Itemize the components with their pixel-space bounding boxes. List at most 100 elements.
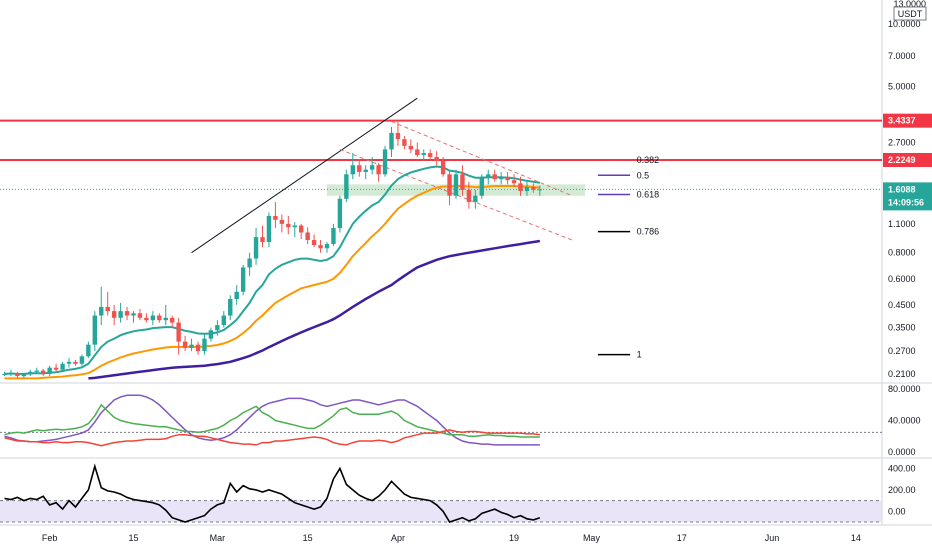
candle-body xyxy=(505,176,510,181)
candle-body xyxy=(266,215,272,243)
price-panel[interactable]: 0.382 0.5 0.618 0.786 1 xyxy=(0,97,882,380)
candle-body xyxy=(234,291,239,300)
candle-body xyxy=(170,317,175,323)
candle-body xyxy=(92,315,97,345)
candle-body xyxy=(324,244,330,249)
price-tick-label: 0.2700 xyxy=(888,346,916,356)
price-axis-top-label: 13.0000 xyxy=(893,0,926,9)
ema-fast-line xyxy=(4,165,541,375)
candle-body xyxy=(221,315,226,326)
sma-long-line xyxy=(88,239,541,380)
candle-body xyxy=(189,344,194,348)
candle-body xyxy=(473,195,478,202)
candle-body xyxy=(486,174,491,177)
date-tick-label: Jun xyxy=(765,533,780,543)
candle-body xyxy=(66,361,72,364)
candle-body xyxy=(86,344,91,357)
date-tick-label: Apr xyxy=(391,533,405,543)
price-tag xyxy=(883,152,932,167)
candle-body xyxy=(15,373,20,377)
candle-body xyxy=(163,317,168,321)
candle-body xyxy=(518,183,523,192)
candle-body xyxy=(337,198,343,229)
price-tick-label: 10.0000 xyxy=(888,19,921,29)
dmi-tick-label: 0.0000 xyxy=(888,447,916,457)
date-tick-label: 15 xyxy=(303,533,313,543)
candle-body xyxy=(440,161,446,175)
candle-body xyxy=(421,153,426,156)
oscillator-tick-label: 0.00 xyxy=(888,506,906,516)
price-tag xyxy=(883,113,932,128)
price-tick-label: 5.0000 xyxy=(888,82,916,92)
candle-body xyxy=(21,373,27,377)
candle-body xyxy=(453,174,459,196)
candle-body xyxy=(382,149,388,175)
candle-body xyxy=(118,311,123,318)
price-tick-label: 7.0000 xyxy=(888,51,916,61)
candle-body xyxy=(79,356,85,364)
countdown-label: 14:09:56 xyxy=(888,197,924,207)
candle-body xyxy=(99,306,104,316)
candle-body xyxy=(376,165,381,175)
candle-body xyxy=(415,149,420,156)
candle-body xyxy=(531,187,536,190)
price-tick-label: 0.4500 xyxy=(888,300,916,310)
candle-body xyxy=(273,215,278,220)
candle-body xyxy=(492,174,497,180)
candle-body xyxy=(331,228,336,245)
candle-body xyxy=(369,165,375,170)
oscillator-tick-label: 200.00 xyxy=(888,485,916,495)
candle-body xyxy=(395,132,401,140)
oscillator-panel[interactable] xyxy=(0,463,882,523)
candle-body xyxy=(182,341,188,348)
dmi-series-line xyxy=(4,403,540,438)
candle-body xyxy=(447,174,452,196)
rising-trendline xyxy=(191,97,418,254)
candle-body xyxy=(2,373,7,375)
oscillator-band xyxy=(0,500,882,522)
price-tag-label: 3.4337 xyxy=(888,116,916,126)
oscillator-line xyxy=(4,463,541,523)
candle-body xyxy=(8,373,14,375)
dmi-series-line xyxy=(4,394,540,446)
candle-body xyxy=(202,338,207,352)
candle-body xyxy=(47,367,52,374)
dmi-tick-label: 40.0000 xyxy=(888,416,921,426)
date-tick-label: 19 xyxy=(509,533,519,543)
candle-body xyxy=(176,322,181,342)
candle-body xyxy=(498,176,504,180)
candle-body xyxy=(195,344,201,352)
currency-label: USDT xyxy=(898,9,923,19)
axis-layer: 13.0000USDT10.00007.00005.00002.70001.10… xyxy=(42,0,932,543)
candle-body xyxy=(389,132,394,150)
candle-body xyxy=(60,363,65,370)
date-tick-label: Feb xyxy=(42,533,58,543)
candle-body xyxy=(228,299,233,316)
candle-body xyxy=(350,165,355,175)
price-tick-label: 0.3500 xyxy=(888,323,916,333)
candle-body xyxy=(137,313,143,318)
candle-body xyxy=(434,156,439,162)
candle-body xyxy=(28,371,33,374)
candle-body xyxy=(428,153,433,157)
fib-level-label: 0.786 xyxy=(637,227,660,237)
date-tick-label: 15 xyxy=(128,533,138,543)
candle-body xyxy=(34,370,39,372)
oscillator-tick-label: 400.00 xyxy=(888,463,916,473)
candle-body xyxy=(41,370,46,374)
price-tick-label: 1.1000 xyxy=(888,219,916,229)
candle-body xyxy=(73,361,78,364)
candle-body xyxy=(279,219,285,224)
candle-body xyxy=(157,315,162,321)
current-price-label: 1.6088 xyxy=(888,184,916,194)
dmi-panel[interactable] xyxy=(0,394,882,447)
candle-body xyxy=(318,245,323,249)
candle-body xyxy=(311,240,317,246)
fib-level-label: 1 xyxy=(637,350,642,360)
candle-body xyxy=(286,223,291,228)
currency-box xyxy=(893,6,927,21)
fib-level-label: 0.5 xyxy=(637,170,650,180)
price-tick-label: 0.6000 xyxy=(888,274,916,284)
